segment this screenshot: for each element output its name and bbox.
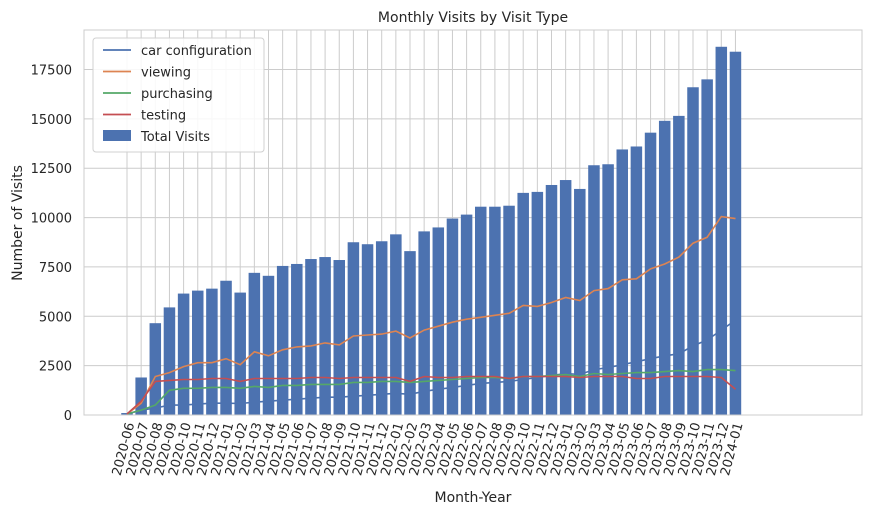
bar — [432, 227, 445, 415]
legend-box — [92, 37, 265, 153]
bar — [262, 275, 275, 415]
bar — [192, 290, 204, 415]
bar — [177, 293, 190, 415]
bar — [630, 146, 643, 415]
bar — [276, 265, 289, 415]
series-lines — [126, 215, 737, 415]
legend-label: car configuration — [141, 44, 252, 59]
bar — [361, 244, 374, 415]
bar — [163, 307, 176, 415]
bar — [149, 323, 162, 415]
bar — [333, 260, 345, 415]
legend-label: purchasing — [141, 87, 213, 102]
bar — [701, 79, 713, 415]
bar — [644, 132, 657, 415]
legend: car configuration viewing purchasing testin… — [92, 37, 265, 153]
bar — [305, 259, 317, 415]
bar — [375, 241, 388, 415]
series-line — [126, 215, 736, 415]
series-line — [126, 375, 737, 415]
bar — [673, 115, 685, 415]
bar — [291, 263, 303, 415]
bar — [446, 218, 459, 415]
bar — [531, 191, 544, 415]
y-tick-label: 17500 — [31, 63, 72, 78]
bars — [121, 46, 742, 416]
bar — [475, 206, 487, 415]
bar — [347, 242, 360, 415]
legend-label: Total Visits — [140, 130, 210, 145]
bar — [220, 280, 232, 415]
series-line — [126, 319, 736, 415]
bar — [715, 46, 728, 416]
bar — [602, 164, 614, 415]
bar — [234, 292, 246, 415]
y-tick-label: 15000 — [31, 113, 72, 128]
y-tick-label: 7500 — [39, 261, 72, 276]
legend-label: viewing — [141, 66, 191, 81]
axes-frame — [83, 29, 863, 416]
y-tick-label: 5000 — [39, 310, 72, 325]
bar — [687, 87, 699, 415]
bar — [404, 251, 416, 415]
y-tick-label: 12500 — [31, 162, 72, 177]
y-tick-label: 10000 — [31, 212, 72, 227]
y-tick-label: 0 — [64, 409, 72, 424]
axes — [83, 29, 863, 416]
legend-label: testing — [141, 109, 186, 124]
y-tick-label: 2500 — [39, 360, 72, 375]
y-axis-label: Number of Visits — [10, 165, 26, 281]
bar — [729, 51, 742, 415]
y-tick-labels: 0 2500 5000 7500 10000 12500 15000 17500 — [31, 63, 72, 424]
bar — [545, 184, 558, 415]
x-axis-label: Month-Year — [435, 490, 512, 506]
bar — [503, 205, 515, 415]
bar — [206, 288, 218, 415]
bar — [248, 272, 261, 415]
bar — [390, 234, 402, 415]
bar — [489, 206, 501, 415]
bar — [319, 257, 331, 415]
bar — [517, 192, 529, 415]
bar — [616, 149, 628, 415]
bar — [418, 231, 430, 415]
chart-title: Monthly Visits by Visit Type — [378, 10, 568, 26]
bar — [121, 413, 133, 415]
legend-swatch — [103, 130, 131, 141]
bar — [135, 377, 147, 415]
x-tick-labels: 2020-062020-072020-082020-092020-102020-… — [110, 421, 747, 477]
bar — [658, 120, 671, 416]
bar — [574, 188, 586, 415]
bar — [460, 214, 473, 415]
series-line — [126, 368, 736, 415]
